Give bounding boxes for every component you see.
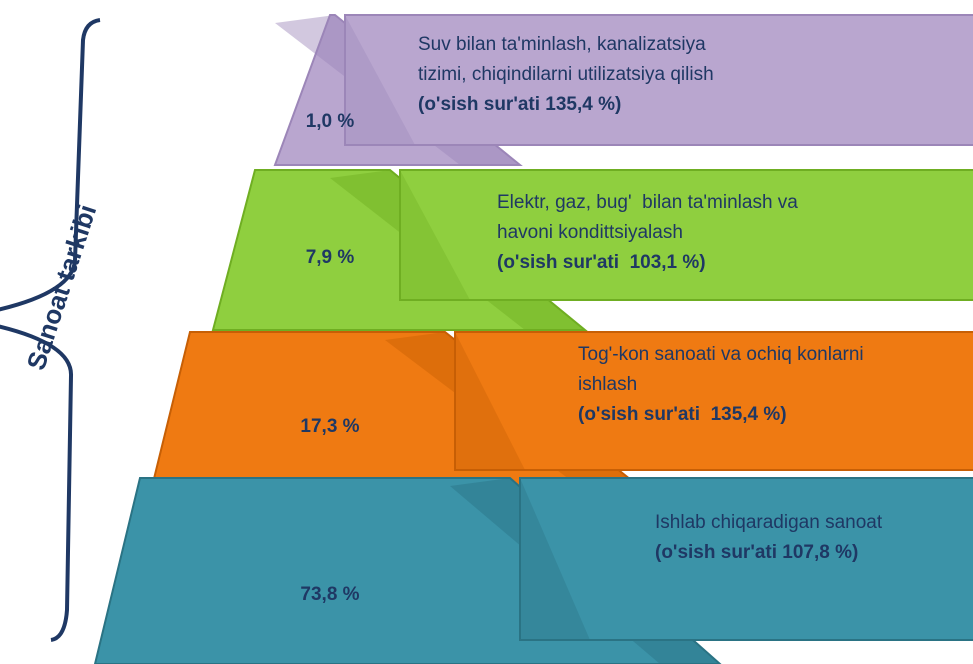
banner-fold: [455, 332, 525, 470]
banner: [519, 477, 973, 641]
banner-fold: [520, 478, 590, 640]
description-line: Elektr, gaz, bug' bilan ta'minlash va: [497, 192, 798, 213]
banner-fold: [400, 170, 470, 300]
description-line: tizimi, chiqindilarni utilizatsiya qilis…: [418, 64, 714, 85]
share-label: 1,0 %: [306, 111, 355, 132]
growth-label: (o'sish sur'ati 135,4 %): [578, 404, 787, 425]
share-label: 73,8 %: [300, 584, 359, 605]
banner: [344, 14, 973, 146]
bracket: [0, 18, 101, 642]
share-label: 17,3 %: [300, 416, 359, 437]
description-line: havoni kondittsiyalash: [497, 222, 683, 243]
levels: 1,0 % Suv bilan ta'minlash, kanalizatsiya…: [93, 14, 973, 664]
growth-label: (o'sish sur'ati 103,1 %): [497, 252, 706, 273]
banner-fold: [345, 15, 415, 145]
banner: [454, 331, 973, 471]
description-line: Suv bilan ta'minlash, kanalizatsiya: [418, 34, 706, 55]
side-label: Sanoat tarkibi: [21, 201, 103, 374]
description-line: Tog'-kon sanoati va ochiq konlarni: [578, 344, 864, 365]
banner: [399, 169, 973, 301]
growth-label: (o'sish sur'ati 107,8 %): [655, 542, 858, 563]
share-label: 7,9 %: [306, 247, 355, 268]
growth-label: (o'sish sur'ati 135,4 %): [418, 94, 621, 115]
description-line: Ishlab chiqaradigan sanoat: [655, 512, 883, 533]
description-line: ishlash: [578, 374, 637, 395]
